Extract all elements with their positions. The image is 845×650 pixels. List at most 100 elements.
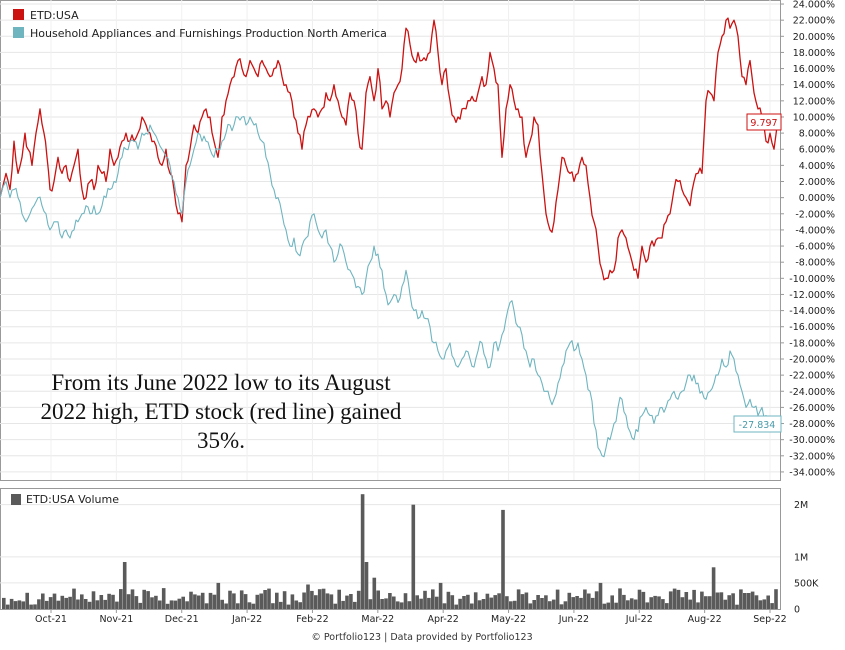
volume-bar <box>76 599 80 609</box>
volume-bar <box>325 593 330 609</box>
volume-bar <box>680 597 685 609</box>
volume-bar <box>427 597 431 609</box>
volume-bar <box>657 596 661 609</box>
volume-bar <box>44 600 49 609</box>
volume-bar <box>668 591 673 609</box>
volume-bar <box>598 582 603 609</box>
volume-y-tick-label: 2M <box>794 500 808 511</box>
volume-bar <box>762 599 767 609</box>
volume-bar <box>622 594 626 609</box>
annotation-line-1: From its June 2022 low to its August <box>51 370 391 395</box>
volume-bar <box>735 604 739 609</box>
volume-bar <box>688 599 692 609</box>
volume-bar <box>497 593 501 609</box>
y-tick-label: -34.000% <box>789 467 835 478</box>
volume-bar <box>232 593 236 609</box>
volume-bar <box>154 595 158 609</box>
volume-bar <box>665 603 669 609</box>
volume-bar <box>37 599 41 609</box>
volume-bar <box>200 592 205 609</box>
volume-bar <box>548 601 552 609</box>
volume-bar <box>317 589 322 609</box>
volume-bar <box>95 600 100 609</box>
volume-bar <box>637 589 642 609</box>
y-tick-label: 22.000% <box>793 16 835 27</box>
volume-bar <box>446 591 451 609</box>
series-line-household <box>0 116 779 458</box>
volume-bar <box>524 592 529 609</box>
volume-bar <box>707 596 712 609</box>
volume-bar <box>263 590 267 609</box>
volume-bar <box>563 601 568 609</box>
volume-bar <box>672 588 677 609</box>
volume-bar <box>719 592 724 609</box>
volume-bar <box>450 595 455 609</box>
volume-bar <box>575 596 579 609</box>
x-tick-label: May-22 <box>491 614 526 625</box>
y-tick-label: 10.000% <box>793 112 835 123</box>
x-tick-label: Nov-21 <box>99 614 133 625</box>
volume-bar <box>536 595 540 609</box>
volume-bar <box>696 602 700 609</box>
volume-bar <box>567 592 572 609</box>
volume-bar <box>17 600 22 609</box>
volume-bar <box>5 604 10 609</box>
volume-bar <box>33 604 37 609</box>
y-tick-label: 16.000% <box>793 64 835 75</box>
volume-bar <box>392 596 396 609</box>
volume-bar <box>126 594 131 609</box>
last-value-label-household: -27.834 <box>733 415 782 433</box>
volume-bar <box>715 592 720 609</box>
volume-bar <box>438 582 443 609</box>
volume-gridlines <box>0 504 780 584</box>
volume-bar <box>150 597 154 609</box>
volume-y-axis: 2M 1M 500K 0 <box>794 500 819 615</box>
volume-bar <box>197 595 201 609</box>
volume-bar <box>64 597 68 609</box>
legend-swatch-etd <box>13 9 24 20</box>
volume-bar <box>388 593 392 609</box>
volume-bar <box>376 590 380 609</box>
volume-bar <box>758 600 763 609</box>
volume-bar <box>540 598 544 609</box>
main-plot-frame <box>0 0 781 481</box>
volume-bar <box>653 595 657 609</box>
volume-bar <box>555 589 560 609</box>
volume-bar <box>52 593 57 609</box>
volume-bar <box>594 591 599 609</box>
volume-bar <box>411 504 416 609</box>
volume-bar <box>29 604 33 609</box>
last-value-household: -27.834 <box>739 420 776 431</box>
volume-bar <box>700 591 704 609</box>
volume-bar <box>212 594 217 609</box>
main-gridlines <box>0 0 780 480</box>
volume-bar <box>692 589 696 609</box>
annotation-line-2: 2022 high, ETD stock (red line) gained <box>41 399 402 424</box>
volume-bar <box>368 599 373 609</box>
volume-plot-frame <box>0 488 781 610</box>
volume-bar <box>41 593 45 609</box>
y-tick-label: -4.000% <box>795 225 835 236</box>
volume-bar <box>169 600 174 609</box>
x-tick-label: Jan-22 <box>231 614 262 625</box>
volume-bar <box>224 603 228 609</box>
volume-bar <box>602 603 607 609</box>
volume-bar <box>727 595 731 609</box>
x-tick-label: Jun-22 <box>558 614 589 625</box>
volume-bar <box>454 604 458 609</box>
volume-bar <box>419 598 423 609</box>
volume-bar <box>743 593 747 609</box>
volume-bar <box>239 590 244 609</box>
y-tick-label: -28.000% <box>789 419 835 430</box>
volume-bar <box>512 600 517 609</box>
y-tick-label: 2.000% <box>799 177 835 188</box>
volume-bar <box>130 589 135 609</box>
volume-bar <box>711 567 716 609</box>
y-tick-label: -10.000% <box>789 274 835 285</box>
x-axis: Oct-21 Nov-21 Dec-21 Jan-22 Feb-22 Mar-22 Apr-… <box>35 609 787 625</box>
volume-bar <box>442 603 447 609</box>
y-tick-label: -12.000% <box>789 290 835 301</box>
annotation: From its June 2022 low to its August 202… <box>41 370 402 453</box>
footer-credit: © Portfolio123 | Data provided by Portfo… <box>311 632 532 643</box>
volume-bar <box>532 600 536 609</box>
